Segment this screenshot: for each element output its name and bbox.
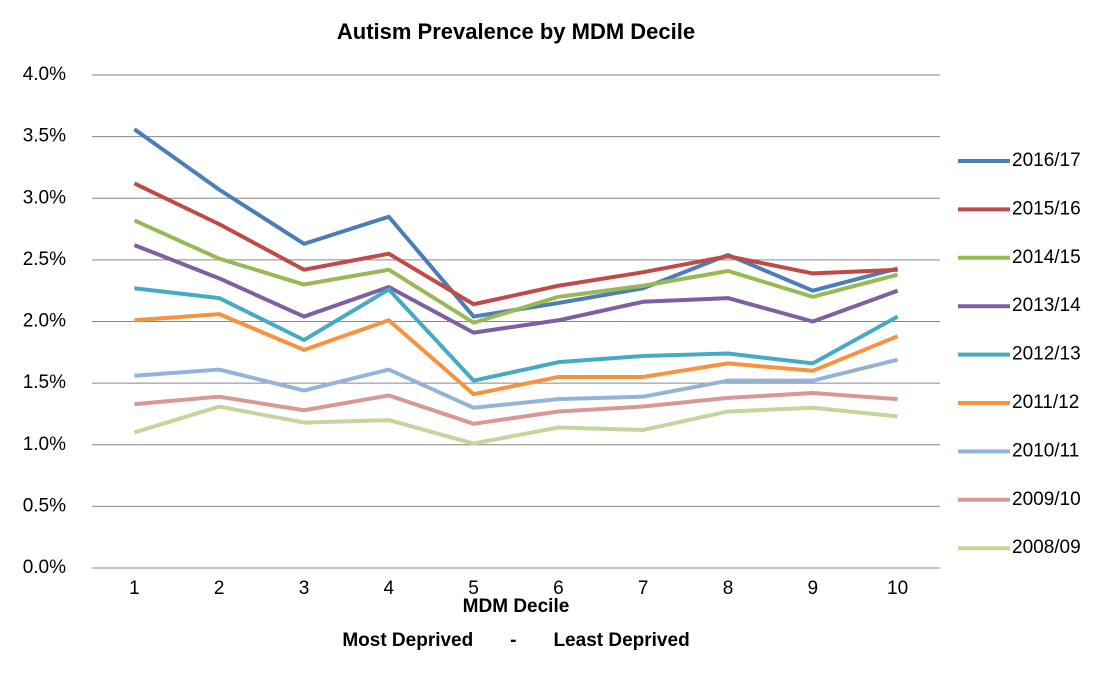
legend-label: 2016/17 — [1012, 150, 1081, 171]
y-tick-label: 0.5% — [23, 495, 66, 516]
x-axis-title: MDM Decile — [463, 596, 570, 617]
legend-label: 2009/10 — [1012, 489, 1081, 510]
series-line — [134, 390, 898, 426]
x-tick-label: 4 — [384, 578, 395, 599]
legend-label: 2014/15 — [1012, 247, 1081, 268]
x-tick-label: 8 — [723, 578, 734, 599]
x-tick-label: 5 — [468, 578, 479, 599]
x-tick-label: 9 — [808, 578, 819, 599]
legend-label: 2010/11 — [1012, 440, 1079, 461]
y-tick-label: 0.0% — [23, 557, 66, 578]
series-line — [133, 243, 899, 335]
y-tick-label: 4.0% — [23, 64, 66, 85]
x-tick-label: 3 — [299, 578, 310, 599]
legend-label: 2012/13 — [1012, 344, 1081, 365]
legend-label: 2013/14 — [1012, 295, 1081, 316]
y-tick-label: 3.5% — [23, 126, 66, 147]
y-tick-label: 2.0% — [23, 311, 66, 332]
chart-title: Autism Prevalence by MDM Decile — [337, 19, 695, 44]
x-tick-label: 6 — [553, 578, 564, 599]
x-tick-label: 1 — [129, 578, 140, 599]
series-line — [134, 357, 899, 410]
x-tick-label: 10 — [887, 578, 908, 599]
legend-label: 2015/16 — [1012, 198, 1081, 219]
x-tick-label: 2 — [214, 578, 225, 599]
y-tick-label: 1.0% — [23, 434, 66, 455]
series-line — [134, 286, 899, 383]
series-line — [133, 218, 899, 325]
y-tick-label: 1.5% — [23, 372, 66, 393]
legend-label: 2008/09 — [1012, 537, 1081, 558]
x-tick-label: 7 — [638, 578, 649, 599]
series-line — [133, 404, 898, 446]
series-line — [134, 312, 899, 397]
y-tick-label: 3.0% — [23, 187, 66, 208]
y-tick-label: 2.5% — [23, 249, 66, 270]
series-line — [133, 181, 898, 307]
x-axis-note: Most Deprived - Least Deprived — [342, 630, 689, 651]
legend-label: 2011/12 — [1012, 392, 1079, 413]
